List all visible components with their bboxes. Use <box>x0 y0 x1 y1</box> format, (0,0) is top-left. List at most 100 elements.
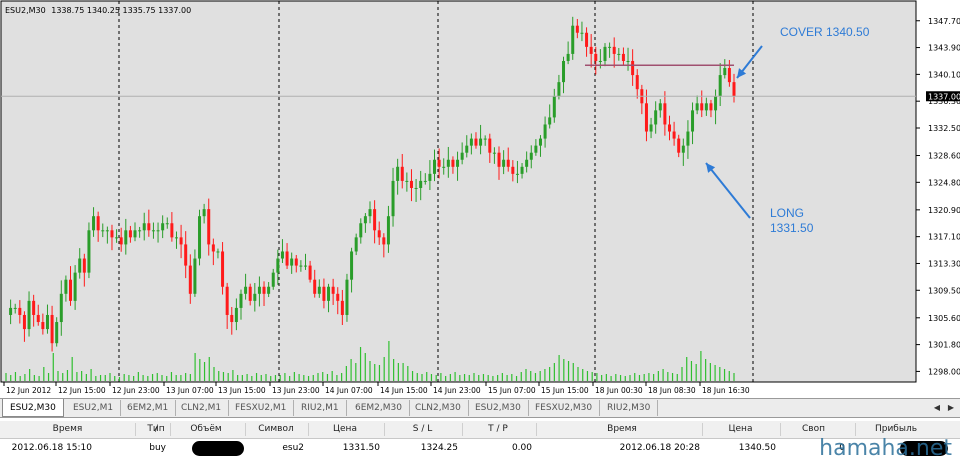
table-row[interactable]: 2012.06.18 15:10 buy esu2 1331.50 1324.2… <box>0 440 960 457</box>
candle-body <box>704 103 708 111</box>
header-close-price[interactable]: Цена <box>728 424 753 434</box>
candle-body <box>474 138 478 146</box>
candle-body <box>271 272 275 287</box>
x-tick-label: 15 Jun 07:00 <box>488 386 536 395</box>
header-tp[interactable]: T / P <box>488 424 508 434</box>
candle-body <box>225 286 229 315</box>
candle-body <box>322 286 326 301</box>
tab-fesxu2-m1[interactable]: FESXU2,M1 <box>228 400 295 416</box>
tab-scroll-right-icon[interactable]: ▶ <box>947 403 955 412</box>
price-chart[interactable]: 1347.70 1343.90 1340.10 1336.30 1332.50 1328.… <box>0 0 960 398</box>
candle-body <box>552 96 556 118</box>
header-volume[interactable]: Объём <box>190 424 222 434</box>
header-close-time[interactable]: Время <box>607 424 637 434</box>
header-open-time[interactable]: Время <box>52 424 83 434</box>
candle-body <box>562 60 566 83</box>
candle-body <box>502 159 506 167</box>
chart-ohlc: 1338.75 1340.25 1335.75 1337.00 <box>51 6 192 15</box>
redacted-volume <box>192 441 244 456</box>
y-tick-label: 1309.50 <box>928 286 960 295</box>
x-axis: 12 Jun 2012 12 Jun 15:00 12 Jun 23:00 13 Ju… <box>3 382 750 395</box>
candle-body <box>373 209 377 231</box>
candle-body <box>179 237 183 245</box>
x-tick-label: 14 Jun 07:00 <box>325 386 373 395</box>
tab-6em2-m30[interactable]: 6EM2,M30 <box>348 400 410 416</box>
header-profit[interactable]: Прибыль <box>874 424 918 434</box>
x-tick-label: 12 Jun 23:00 <box>112 386 160 395</box>
candle-body <box>732 82 736 97</box>
current-price-badge <box>926 91 960 102</box>
watermark: hamaha.net <box>819 436 952 461</box>
tab-fesxu2-m30[interactable]: FESXU2,M30 <box>528 400 601 416</box>
candle-body <box>672 131 676 139</box>
candle-body <box>603 46 607 61</box>
candle-body <box>22 314 26 330</box>
candle-body <box>691 110 695 132</box>
header-swap[interactable]: Своп <box>802 424 825 434</box>
candle-body <box>377 230 381 238</box>
candle-body <box>405 180 409 182</box>
candle-body <box>308 265 312 280</box>
cell-close-price: 1340.50 <box>738 443 776 453</box>
candle-body <box>170 223 174 238</box>
candle-body <box>598 60 602 62</box>
tab-esu2-m1[interactable]: ESU2,M1 <box>66 400 122 416</box>
tab-esu2-m30[interactable]: ESU2,M30 <box>2 399 64 417</box>
candle-body <box>257 286 261 294</box>
y-tick-label: 1343.90 <box>928 44 960 53</box>
tab-riu2-m1[interactable]: RIU2,M1 <box>294 400 347 416</box>
candle-body <box>69 279 73 301</box>
tab-cln2-m30[interactable]: CLN2,M30 <box>408 400 469 416</box>
candle-body <box>36 314 40 323</box>
current-price-label: 1337.00 <box>928 92 960 101</box>
candle-body <box>391 180 395 217</box>
candle-body <box>234 307 238 323</box>
x-tick-label: 18 Jun 16:30 <box>702 386 750 395</box>
candle-body <box>492 152 496 154</box>
candle-body <box>313 279 317 294</box>
candle-body <box>594 53 598 61</box>
candle-body <box>520 166 524 174</box>
price-lines <box>1 64 916 97</box>
candle-body <box>460 152 464 160</box>
tab-6em2-m1[interactable]: 6EM2,M1 <box>120 400 177 416</box>
candle-body <box>718 75 722 97</box>
y-tick-label: 1340.10 <box>928 70 960 79</box>
candle-body <box>451 159 455 167</box>
candle-body <box>635 75 639 90</box>
candle-body <box>714 96 718 111</box>
x-tick-label: 15 Jun 15:00 <box>541 386 589 395</box>
candle-body <box>161 223 165 231</box>
tab-riu2-m30[interactable]: RIU2,M30 <box>600 400 659 416</box>
candle-body <box>115 237 119 239</box>
x-tick-label: 12 Jun 15:00 <box>58 386 106 395</box>
candle-body <box>414 187 418 189</box>
candle-body <box>87 230 91 273</box>
cell-price: 1331.50 <box>342 443 380 453</box>
candle-body <box>631 60 635 76</box>
candle-body <box>317 286 321 294</box>
candle-body <box>248 286 252 301</box>
tab-cln2-m1[interactable]: CLN2,M1 <box>174 400 230 416</box>
candle-body <box>506 159 510 167</box>
x-tick-label: 14 Jun 15:00 <box>380 386 428 395</box>
candle-body <box>354 237 358 252</box>
candle-body <box>442 166 446 168</box>
candle-body <box>419 180 423 188</box>
volume-bars <box>5 341 735 381</box>
candle-body <box>700 103 704 111</box>
candle-body <box>198 216 202 259</box>
header-symbol[interactable]: Символ <box>258 424 294 434</box>
chart-tab-bar: ESU2,M30 ESU2,M1 6EM2,M1 CLN2,M1 FESXU2,… <box>0 398 960 418</box>
tab-scroll-left-icon[interactable]: ◀ <box>933 403 941 412</box>
header-type[interactable]: Тип <box>147 424 165 434</box>
candle-body <box>723 68 727 76</box>
annotation-arrow-head <box>706 163 716 173</box>
candle-body <box>437 159 441 167</box>
x-tick-label: 13 Jun 23:00 <box>272 386 320 395</box>
header-sl[interactable]: S / L <box>412 424 433 434</box>
candle-body <box>59 293 63 323</box>
tab-esu2-m30-2[interactable]: ESU2,M30 <box>468 400 529 416</box>
chart-panel[interactable]: 1347.70 1343.90 1340.10 1336.30 1332.50 1328.… <box>0 0 960 398</box>
header-price[interactable]: Цена <box>333 424 357 434</box>
